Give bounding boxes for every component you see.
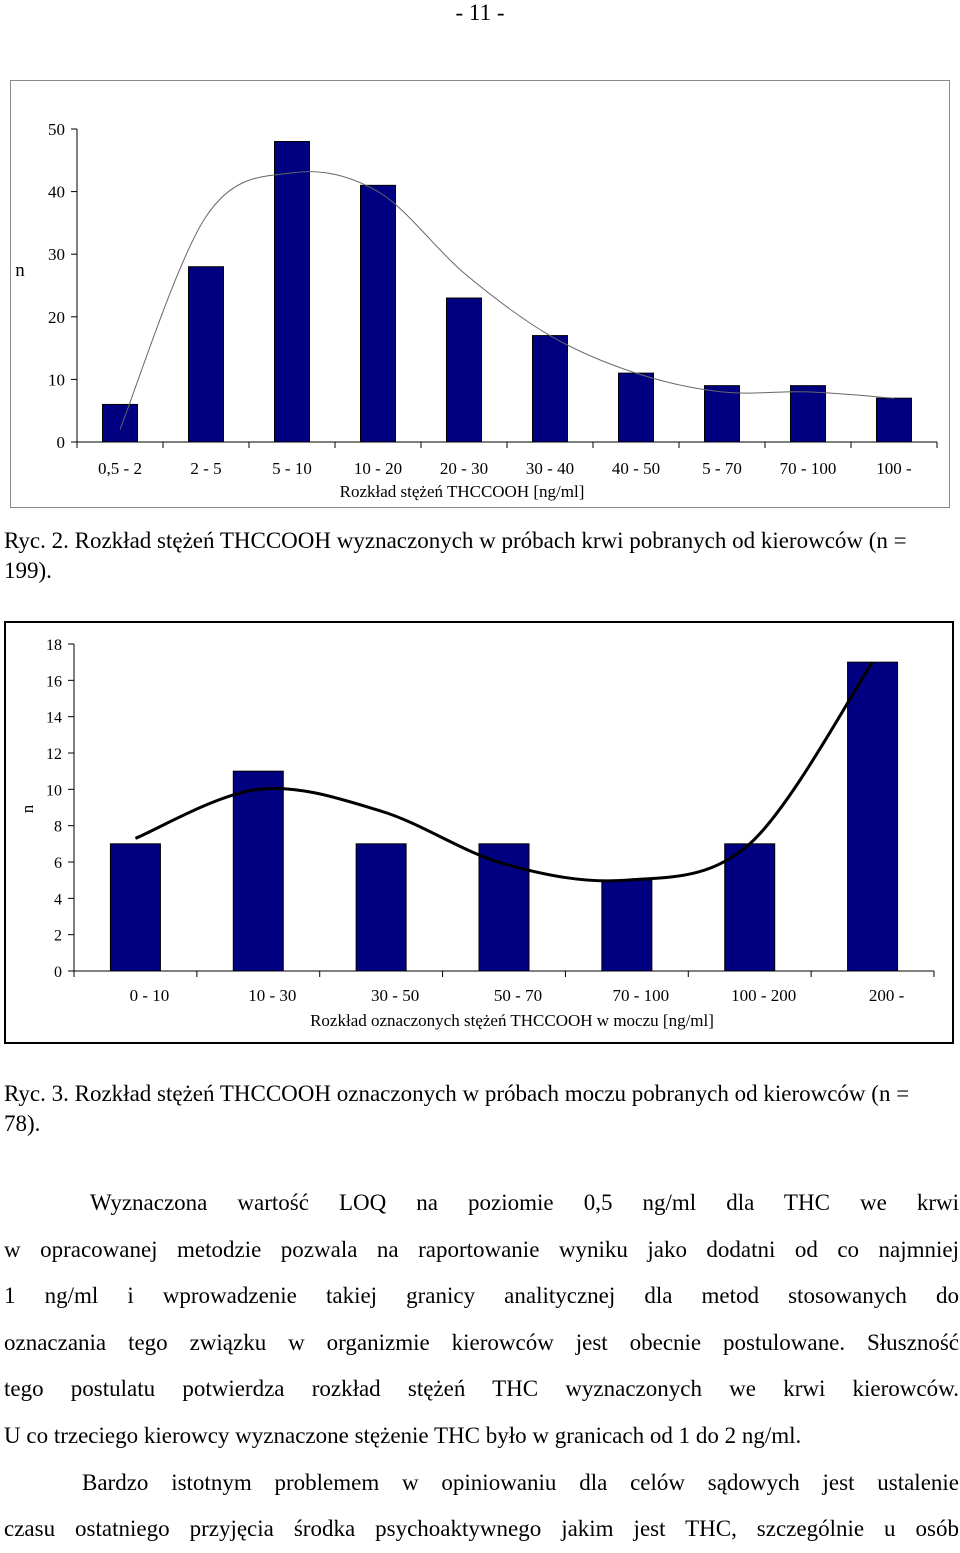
x-tick-label: 0 - 10	[130, 986, 170, 1005]
body-line: tego postulatu potwierdza rozkład stężeń…	[4, 1376, 959, 1402]
x-tick-label: 5 - 70	[702, 459, 742, 478]
bar	[274, 141, 310, 443]
y-tick-label: 0	[57, 433, 66, 452]
x-tick-label: 30 - 40	[526, 459, 574, 478]
bar	[102, 403, 138, 443]
body-line: Bardzo istotnym problemem w opiniowaniu …	[82, 1469, 959, 1495]
x-tick-label: 40 - 50	[612, 459, 660, 478]
x-tick-label: 70 - 100	[780, 459, 837, 478]
urine-chart-frame	[4, 621, 954, 1044]
y-tick-label: 30	[48, 245, 65, 264]
y-axis-label: n	[18, 804, 37, 813]
figure-3-caption: Ryc. 3. Rozkład stężeń THCCOOH oznaczony…	[4, 1081, 910, 1136]
bar	[532, 335, 568, 443]
blood-concentration-bar-chart: 0 10 20 30 40 50 0,5 - 2 2 - 5 5 - 10 10 - 20 20 -…	[15, 120, 938, 501]
bar	[355, 843, 407, 972]
x-tick-label: 5 - 10	[272, 459, 312, 478]
x-tick-label: 0,5 - 2	[98, 459, 142, 478]
bar	[790, 385, 826, 443]
body-line: czasu ostatniego przyjęcia środka psycho…	[4, 1516, 959, 1542]
trend-line	[134, 661, 874, 883]
body-line: Wyznaczona wartość LOQ na poziomie 0,5 n…	[90, 1190, 959, 1215]
x-tick-label: 30 - 50	[371, 986, 419, 1005]
x-tick-label: 100 - 200	[731, 986, 796, 1005]
page-number: - 11 -	[455, 0, 505, 25]
y-tick-label: 8	[54, 819, 62, 836]
x-tick-label: 10 - 20	[354, 459, 402, 478]
x-tick-label: 100 -	[876, 459, 912, 478]
x-tick-label: 70 - 100	[613, 986, 670, 1005]
bar	[109, 843, 161, 972]
x-axis-label: Rozkład stężeń THCCOOH [ng/ml]	[340, 482, 585, 501]
y-tick-label: 4	[54, 891, 62, 908]
bar	[847, 661, 899, 972]
bar	[188, 266, 224, 443]
figure-2-caption: Ryc. 2. Rozkład stężeń THCCOOH wyznaczon…	[4, 528, 907, 583]
y-tick-label: 14	[46, 710, 62, 727]
bar	[704, 385, 740, 443]
y-tick-label: 0	[54, 964, 62, 981]
body-line: 1 ng/ml i wprowadzenie takiej granicy an…	[4, 1283, 959, 1309]
y-tick-label: 12	[46, 746, 62, 763]
urine-concentration-bar-chart: 0 2 4 6 8 10 12 14 16 18 0 - 10 10 - 30 30 - 50 50 - …	[18, 637, 935, 1030]
y-tick-label: 10	[46, 782, 62, 799]
y-axis-label: n	[15, 260, 25, 281]
bar	[724, 843, 776, 972]
bar	[232, 770, 284, 972]
x-tick-label: 50 - 70	[494, 986, 542, 1005]
y-tick-label: 2	[54, 928, 62, 945]
body-line: U co trzeciego kierowcy wyznaczone stęże…	[4, 1422, 802, 1448]
bar	[601, 879, 653, 972]
bar	[876, 397, 912, 443]
body-text: Wyznaczona wartość LOQ na poziomie 0,5 n…	[4, 1180, 959, 1553]
trend-line	[119, 171, 895, 430]
y-tick-label: 50	[48, 120, 65, 139]
y-tick-label: 16	[46, 673, 62, 690]
body-line: w opracowanej metodzie pozwala na raport…	[4, 1236, 959, 1262]
bar	[360, 184, 396, 443]
y-tick-label: 6	[54, 855, 62, 872]
y-tick-label: 18	[46, 637, 62, 654]
y-tick-label: 20	[48, 308, 65, 327]
x-tick-label: 20 - 30	[440, 459, 488, 478]
x-tick-label: 2 - 5	[190, 459, 221, 478]
x-tick-label: 10 - 30	[248, 986, 296, 1005]
body-line: oznaczania tego związku w organizmie kie…	[4, 1329, 959, 1355]
x-axis-label: Rozkład oznaczonych stężeń THCCOOH w moc…	[310, 1011, 714, 1030]
bar	[446, 297, 482, 443]
x-tick-label: 200 -	[869, 986, 905, 1005]
y-tick-label: 10	[48, 370, 65, 389]
y-tick-label: 40	[48, 183, 65, 202]
